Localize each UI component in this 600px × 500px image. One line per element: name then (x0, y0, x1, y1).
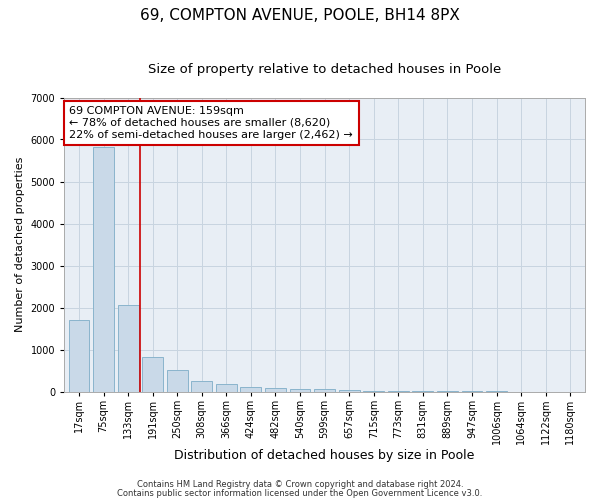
Title: Size of property relative to detached houses in Poole: Size of property relative to detached ho… (148, 62, 501, 76)
Bar (191, 382, 212, 392)
X-axis label: Distribution of detached houses by size in Poole: Distribution of detached houses by size … (175, 450, 475, 462)
Bar (118, 306, 139, 392)
Bar (142, 357, 163, 392)
Bar (216, 384, 237, 392)
Text: Contains public sector information licensed under the Open Government Licence v3: Contains public sector information licen… (118, 488, 482, 498)
Bar (167, 370, 188, 392)
Bar (290, 388, 310, 392)
Bar (93, 147, 114, 392)
Bar (339, 390, 359, 392)
Text: 69 COMPTON AVENUE: 159sqm
← 78% of detached houses are smaller (8,620)
22% of se: 69 COMPTON AVENUE: 159sqm ← 78% of detac… (70, 106, 353, 140)
Bar (265, 388, 286, 392)
Bar (68, 320, 89, 392)
Bar (314, 390, 335, 392)
Text: 69, COMPTON AVENUE, POOLE, BH14 8PX: 69, COMPTON AVENUE, POOLE, BH14 8PX (140, 8, 460, 22)
Bar (241, 387, 262, 392)
Y-axis label: Number of detached properties: Number of detached properties (15, 157, 25, 332)
Text: Contains HM Land Registry data © Crown copyright and database right 2024.: Contains HM Land Registry data © Crown c… (137, 480, 463, 489)
